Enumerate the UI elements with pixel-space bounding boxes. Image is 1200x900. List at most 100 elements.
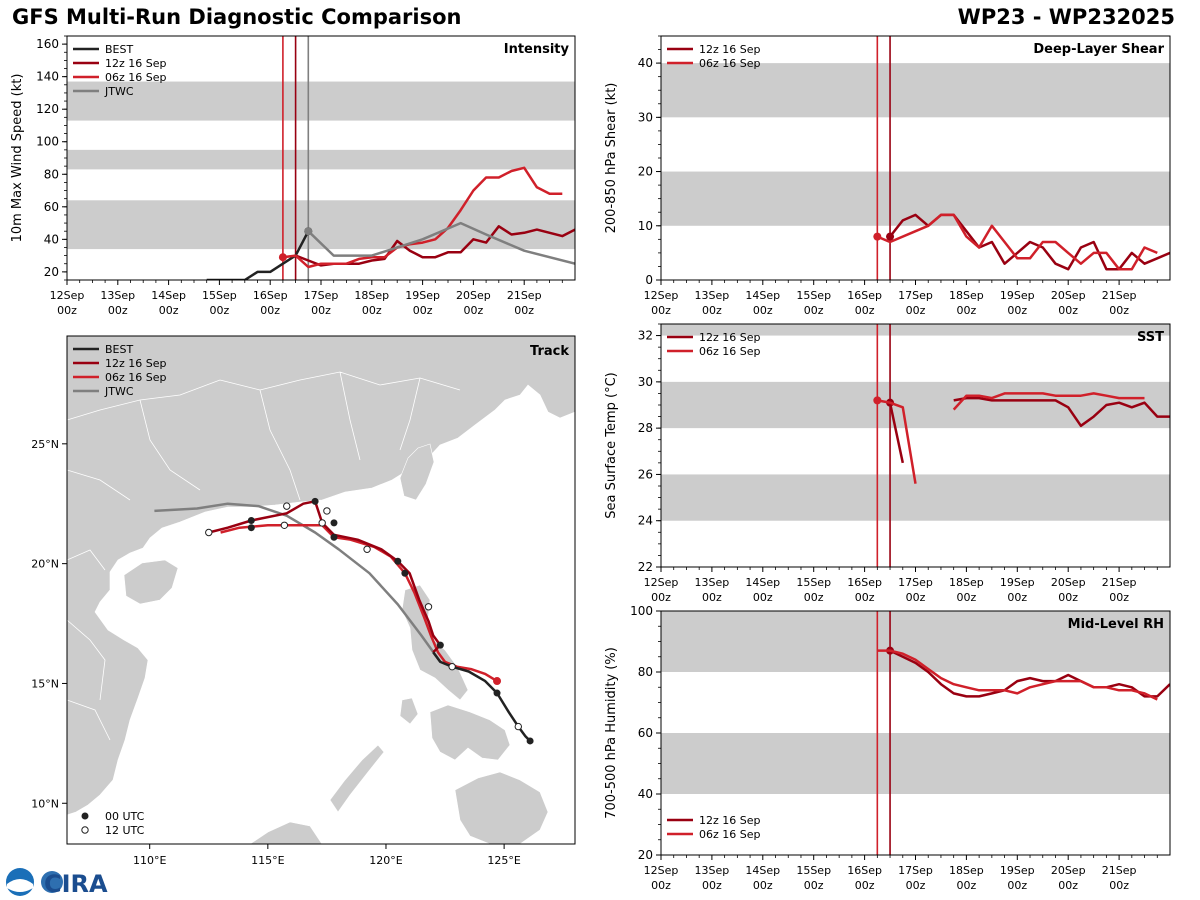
intensity-series-jtwc-line	[307, 221, 575, 265]
intensity-series-best-line	[206, 230, 310, 280]
taiwan-island	[399, 443, 435, 501]
intensity-ytick-label: 140	[36, 70, 59, 84]
shear-xtick-label: 00z	[1007, 304, 1027, 317]
sst-ylabel: Sea Surface Temp (°C)	[604, 372, 619, 519]
track-marker-legend-label: 12 UTC	[105, 824, 145, 837]
rh-xtick-label: 00z	[804, 879, 824, 892]
rh-xtick-label: 18Sep	[949, 864, 984, 877]
rh-xtick-label: 21Sep	[1102, 864, 1137, 877]
shear-band	[661, 171, 1170, 226]
intensity-xtick-label: 00z	[260, 304, 280, 317]
rh-xtick-label: 15Sep	[796, 864, 831, 877]
intensity-ytick-label: 60	[44, 200, 59, 214]
intensity-xtick-label: 00z	[159, 304, 179, 317]
track-run12z-00utc-marker	[394, 557, 402, 565]
sst-xtick-label: 12Sep	[644, 576, 679, 589]
sst-xtick-label: 00z	[855, 591, 875, 604]
sst-frame	[660, 323, 1171, 568]
rh-plot-area	[661, 611, 1170, 855]
intensity-xtick-label: 19Sep	[405, 289, 440, 302]
track-run06z-init-marker	[493, 677, 502, 686]
intensity-xtick-label: 21Sep	[507, 289, 542, 302]
intensity-band	[67, 149, 575, 170]
intensity-xtick-label: 14Sep	[151, 289, 186, 302]
rh-title: Mid-Level RH	[1068, 617, 1164, 632]
mainland-asia	[67, 336, 575, 816]
shear-ytick-label: 30	[638, 110, 653, 124]
sst-xtick-label: 13Sep	[695, 576, 730, 589]
track-run12z-line	[208, 500, 442, 654]
sst-xtick-label: 15Sep	[796, 576, 831, 589]
visayas-islands	[429, 704, 511, 761]
track-run12z-00utc-marker	[311, 497, 319, 505]
intensity-ytick-label: 40	[44, 232, 59, 246]
sst-xtick-label: 00z	[1109, 591, 1129, 604]
storm-id: WP23 - WP232025	[957, 5, 1175, 29]
track-ytick-label: 15°N	[31, 677, 59, 690]
shear-xtick-label: 14Sep	[745, 289, 780, 302]
rh-xtick-label: 20Sep	[1051, 864, 1086, 877]
mainland-interior	[67, 371, 461, 741]
sst-plot-area	[661, 324, 1170, 567]
track-map	[67, 336, 575, 844]
shear-xtick-label: 17Sep	[898, 289, 933, 302]
shear-xtick-label: 16Sep	[847, 289, 882, 302]
shear-xtick-label: 00z	[753, 304, 773, 317]
shear-xtick-label: 21Sep	[1102, 289, 1137, 302]
track-legend-label: 06z 16 Sep	[105, 371, 167, 384]
intensity-legend-label: BEST	[105, 43, 133, 56]
sst-xtick-label: 00z	[702, 591, 722, 604]
borneo-coast	[249, 821, 323, 844]
intensity-series-jtwc-marker	[304, 227, 313, 236]
intensity-xtick-label: 16Sep	[253, 289, 288, 302]
track-lines	[154, 497, 534, 745]
intensity-panel: 20 40 60 80 100 120 140 160 12Sep 00z 13Sep 00z 14Se…	[10, 35, 576, 317]
track-xtick-label: 115°E	[251, 854, 284, 867]
mindanao-island	[454, 771, 549, 844]
intensity-ytick-label: 100	[36, 135, 59, 149]
intensity-series-run06z-marker	[278, 253, 287, 262]
shear-xtick-label: 13Sep	[695, 289, 730, 302]
sst-panel: 22 24 26 28 30 32 12Sep 00z 13Sep 00z 14Sep 00z 15Se…	[604, 323, 1171, 604]
sst-band	[661, 381, 1170, 429]
track-panel: 110°E 115°E 120°E 125°E 10°N 15°N 20°N 25°N Trac…	[31, 335, 576, 867]
track-run12z-00utc-marker	[330, 519, 338, 527]
rh-xtick-label: 00z	[1007, 879, 1027, 892]
sst-ytick-label: 26	[638, 467, 653, 481]
sst-xtick-label: 18Sep	[949, 576, 984, 589]
sst-series-run06z-marker	[873, 396, 882, 405]
track-run06z-12utc-marker	[280, 521, 289, 530]
rh-xtick-label: 00z	[906, 879, 926, 892]
rh-ytick-label: 60	[638, 726, 653, 740]
shear-xtick-label: 00z	[804, 304, 824, 317]
track-xtick-label: 125°E	[487, 854, 520, 867]
sst-series-run12z-line	[953, 396, 1170, 428]
rh-xtick-label: 00z	[957, 879, 977, 892]
rh-panel: 20 40 60 80 100 12Sep 00z 13Sep 00z 14Sep 00z 15Sep…	[604, 604, 1171, 892]
rh-xtick-label: 17Sep	[898, 864, 933, 877]
track-frame	[66, 335, 576, 845]
track-ytick-label: 25°N	[31, 438, 59, 451]
track-ytick-label: 10°N	[31, 797, 59, 810]
sst-xtick-label: 00z	[753, 591, 773, 604]
sst-ytick-label: 24	[638, 514, 653, 528]
track-run12z-12utc-marker	[283, 502, 291, 510]
intensity-xtick-label: 00z	[108, 304, 128, 317]
shear-xtick-label: 00z	[702, 304, 722, 317]
noaa-wave-shape	[7, 879, 33, 892]
intensity-legend-label: 12z 16 Sep	[105, 57, 167, 70]
shear-series-run06z-marker	[873, 232, 882, 241]
track-marker-legend-label: 00 UTC	[105, 810, 145, 823]
rh-ytick-label: 20	[638, 848, 653, 862]
shear-xtick-label: 00z	[906, 304, 926, 317]
rh-ylabel: 700-500 hPa Humidity (%)	[604, 647, 619, 819]
rh-xtick-label: 00z	[1109, 879, 1129, 892]
rh-xtick-label: 00z	[651, 879, 671, 892]
intensity-xtick-label: 17Sep	[304, 289, 339, 302]
track-run06z-12utc-marker	[448, 662, 456, 671]
sst-series-run12z-line	[888, 402, 905, 464]
intensity-ytick-label: 120	[36, 102, 59, 116]
rh-xtick-label: 13Sep	[695, 864, 730, 877]
shear-xtick-label: 12Sep	[644, 289, 679, 302]
